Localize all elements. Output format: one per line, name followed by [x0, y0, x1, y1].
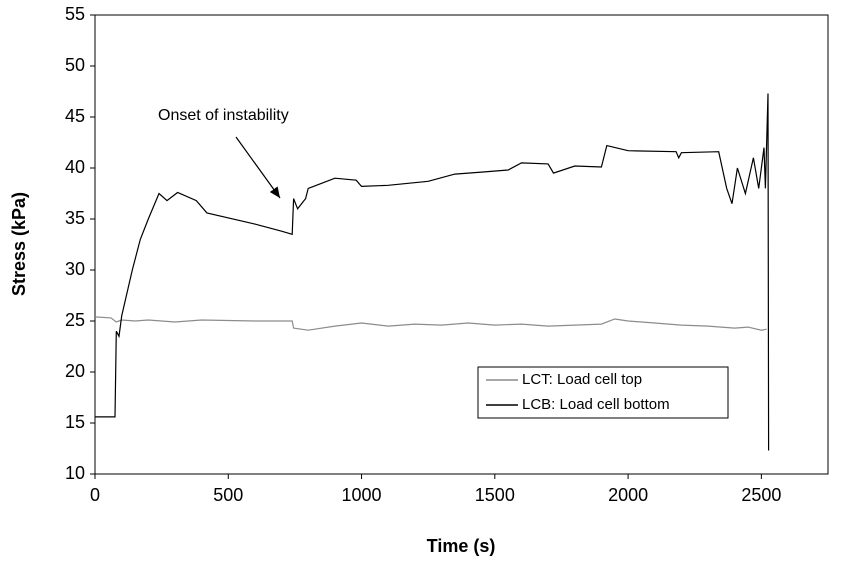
- x-tick-label: 2500: [741, 485, 781, 505]
- y-tick-label: 40: [65, 157, 85, 177]
- y-tick-label: 30: [65, 259, 85, 279]
- legend-label: LCT: Load cell top: [522, 371, 642, 388]
- x-tick-label: 1000: [342, 485, 382, 505]
- annotation: Onset of instability: [158, 107, 289, 124]
- x-tick-label: 0: [90, 485, 100, 505]
- y-tick-label: 55: [65, 4, 85, 24]
- x-tick-label: 1500: [475, 485, 515, 505]
- y-tick-label: 20: [65, 361, 85, 381]
- legend-label: LCB: Load cell bottom: [522, 396, 670, 413]
- y-tick-label: 25: [65, 310, 85, 330]
- series-line: [95, 93, 770, 451]
- series-line: [94, 316, 767, 331]
- x-tick-label: 2000: [608, 485, 648, 505]
- legend-box: [477, 366, 729, 419]
- x-axis-label: Time (s): [427, 536, 496, 556]
- annotation-arrow: [235, 136, 281, 199]
- y-tick-label: 35: [65, 208, 85, 228]
- y-tick-label: 45: [65, 106, 85, 126]
- x-tick-label: 500: [213, 485, 243, 505]
- y-tick-label: 50: [65, 55, 85, 75]
- plot-frame: [94, 14, 829, 475]
- y-tick-label: 15: [65, 412, 85, 432]
- y-tick-label: 10: [65, 463, 85, 483]
- y-axis-label: Stress (kPa): [9, 192, 29, 296]
